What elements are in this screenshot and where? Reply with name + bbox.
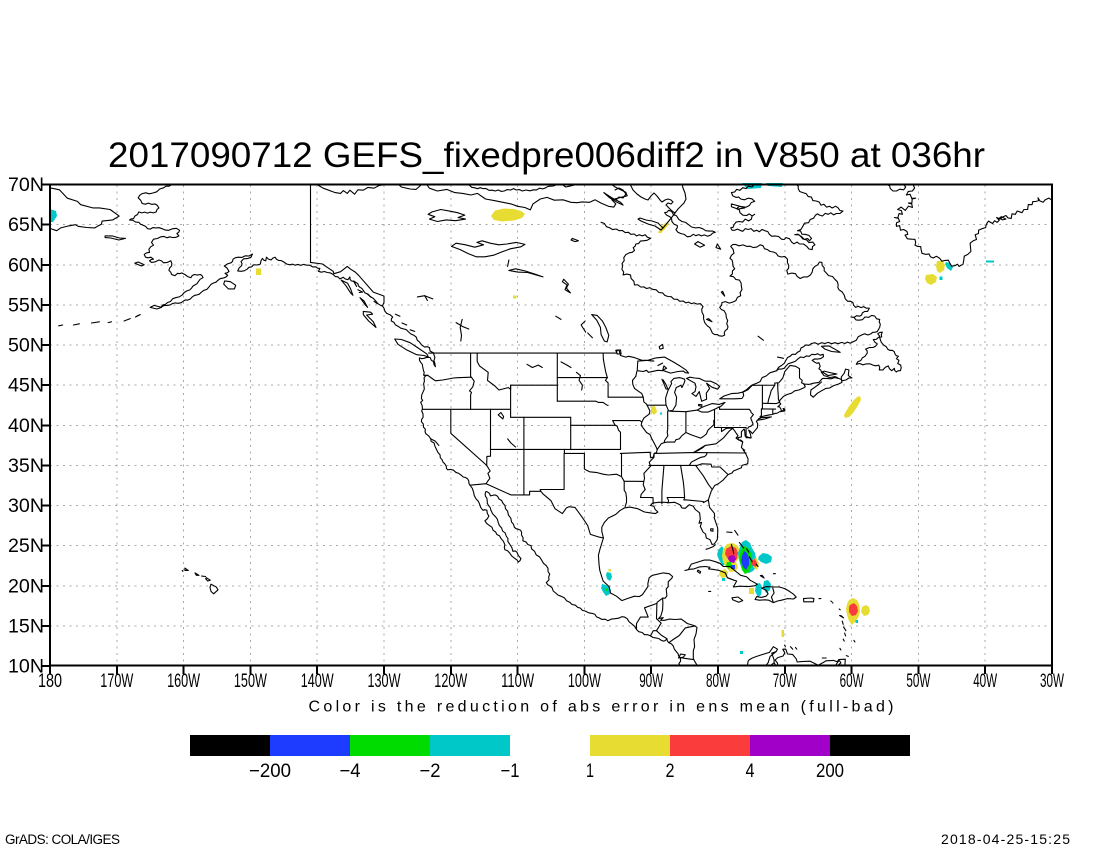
svg-text:55N: 55N <box>8 295 44 316</box>
svg-text:200: 200 <box>816 761 844 782</box>
svg-text:80W: 80W <box>706 671 730 692</box>
svg-text:45N: 45N <box>8 376 44 397</box>
svg-text:1: 1 <box>586 761 594 782</box>
svg-text:50W: 50W <box>906 671 930 692</box>
svg-text:170W: 170W <box>100 671 133 692</box>
svg-text:−1: −1 <box>501 761 520 782</box>
svg-text:2017090712 GEFS_fixedpre006dif: 2017090712 GEFS_fixedpre006diff2 in V850… <box>108 136 985 175</box>
svg-text:GrADS: COLA/IGES: GrADS: COLA/IGES <box>5 832 120 847</box>
svg-text:10N: 10N <box>8 657 44 678</box>
svg-text:160W: 160W <box>167 671 200 692</box>
svg-text:4: 4 <box>746 761 755 782</box>
svg-text:40W: 40W <box>973 671 997 692</box>
svg-text:−200: −200 <box>249 761 291 782</box>
svg-text:40N: 40N <box>8 416 44 437</box>
svg-text:30W: 30W <box>1040 671 1064 692</box>
svg-text:2018-04-25-15:25: 2018-04-25-15:25 <box>941 831 1070 847</box>
svg-text:2: 2 <box>666 761 675 782</box>
svg-text:25N: 25N <box>8 536 44 557</box>
svg-text:Color is the reduction of abs: Color is the reduction of abs error in e… <box>308 699 893 716</box>
svg-text:180: 180 <box>38 671 62 692</box>
svg-text:60W: 60W <box>840 671 864 692</box>
svg-text:20N: 20N <box>8 576 44 597</box>
svg-text:90W: 90W <box>639 671 663 692</box>
svg-text:−2: −2 <box>420 761 441 782</box>
svg-text:70N: 70N <box>8 175 44 196</box>
svg-text:70W: 70W <box>773 671 797 692</box>
svg-text:60N: 60N <box>8 255 44 276</box>
svg-text:130W: 130W <box>368 671 401 692</box>
svg-text:35N: 35N <box>8 456 44 477</box>
svg-text:150W: 150W <box>234 671 267 692</box>
svg-text:100W: 100W <box>568 671 601 692</box>
svg-text:50N: 50N <box>8 336 44 357</box>
svg-text:15N: 15N <box>8 616 44 637</box>
svg-text:140W: 140W <box>301 671 334 692</box>
svg-text:65N: 65N <box>8 215 44 236</box>
svg-text:−4: −4 <box>340 761 361 782</box>
svg-text:30N: 30N <box>8 496 44 517</box>
svg-text:120W: 120W <box>434 671 467 692</box>
svg-text:110W: 110W <box>501 671 534 692</box>
